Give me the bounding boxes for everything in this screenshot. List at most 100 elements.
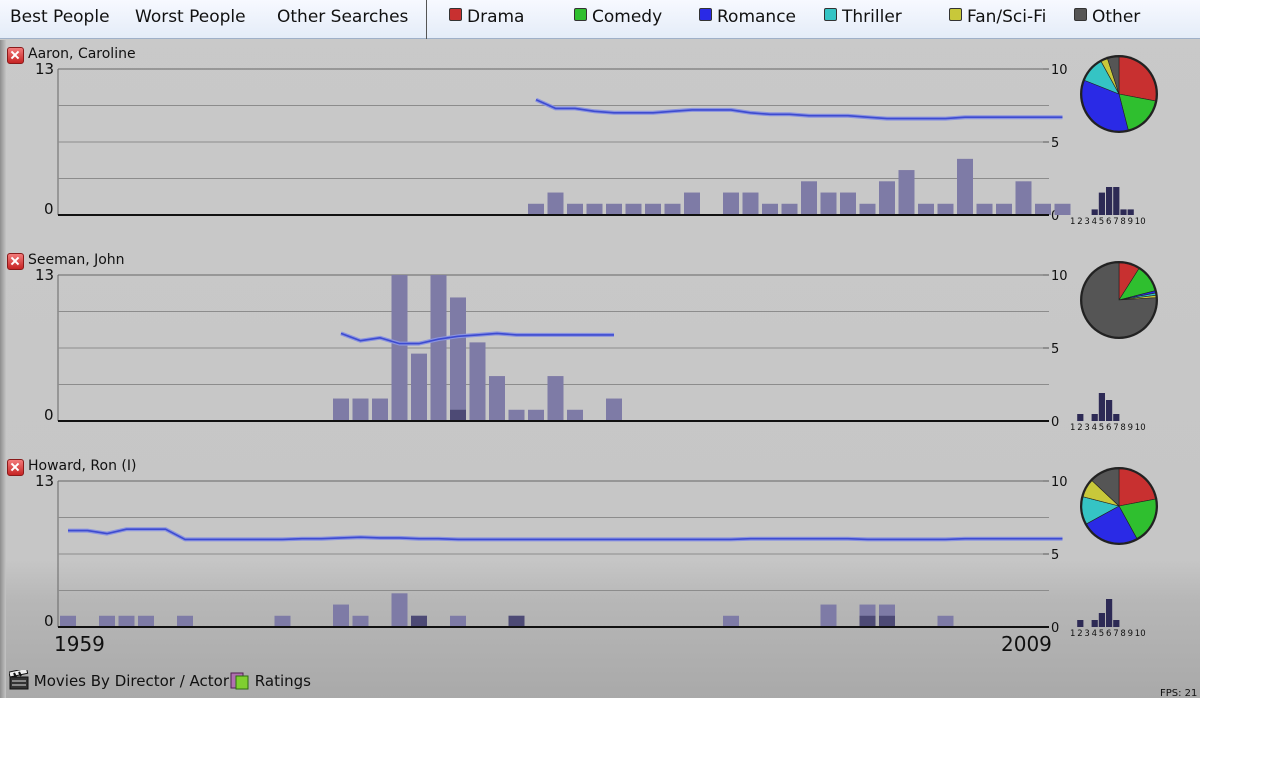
rating-axis-label: 5 bbox=[1051, 136, 1059, 151]
rating-axis-label: 0 bbox=[1051, 621, 1059, 636]
selected-movie-bar bbox=[859, 615, 876, 627]
selected-movie-bar bbox=[508, 615, 525, 627]
genre-label: Other bbox=[1092, 7, 1141, 27]
person-panel-1: Aaron, Caroline 13 0 10 5 0 1 2 3 4 5 6 7 8 9 10 bbox=[0, 42, 1200, 248]
movie-count-bar bbox=[352, 398, 369, 421]
rating-histogram-bar bbox=[1106, 599, 1113, 627]
movie-count-bar bbox=[820, 192, 837, 215]
movie-count-bar bbox=[879, 181, 895, 215]
nav-separator bbox=[426, 0, 427, 39]
genre-legend-drama[interactable]: Drama bbox=[449, 7, 524, 27]
movie-count-bar bbox=[742, 192, 759, 215]
close-icon[interactable] bbox=[7, 47, 24, 64]
movie-count-bar bbox=[118, 615, 135, 627]
movie-count-bar bbox=[333, 398, 349, 421]
romance-swatch bbox=[699, 8, 712, 21]
rating-histogram-label: 10 bbox=[1135, 423, 1146, 433]
movie-count-bar bbox=[547, 192, 564, 215]
movie-count-bar bbox=[333, 604, 349, 627]
movie-count-bar bbox=[801, 181, 817, 215]
rating-axis-label: 5 bbox=[1051, 548, 1059, 563]
movie-count-bar bbox=[586, 203, 603, 215]
movie-count-bar bbox=[684, 192, 700, 215]
movie-count-bar bbox=[664, 203, 681, 215]
average-rating-line bbox=[340, 332, 614, 345]
movie-count-bar bbox=[60, 615, 76, 627]
genre-pie-slice bbox=[1118, 468, 1156, 507]
rating-histogram-label: 3 bbox=[1084, 217, 1089, 227]
ratings-button[interactable]: Ratings bbox=[230, 670, 311, 690]
genre-legend-romance[interactable]: Romance bbox=[699, 7, 796, 27]
rating-histogram-label: 1 bbox=[1070, 629, 1075, 639]
genre-pie-slice bbox=[1107, 56, 1120, 95]
nav-best-people[interactable]: Best People bbox=[10, 7, 110, 27]
movie-count-bar bbox=[450, 297, 466, 421]
person-name: Aaron, Caroline bbox=[28, 46, 136, 62]
movie-count-bar bbox=[937, 203, 954, 215]
movie-count-bar bbox=[138, 615, 154, 627]
genre-label: Fan/Sci-Fi bbox=[967, 7, 1047, 27]
rating-histogram-bar bbox=[1077, 620, 1084, 627]
movie-count-bar bbox=[391, 275, 408, 421]
rating-histogram-label: 9 bbox=[1128, 629, 1133, 639]
rating-histogram-label: 6 bbox=[1106, 423, 1111, 433]
movie-count-bar bbox=[762, 203, 778, 215]
movie-count-bar bbox=[957, 158, 973, 215]
close-icon[interactable] bbox=[7, 253, 24, 270]
close-icon[interactable] bbox=[7, 459, 24, 476]
rating-histogram-label: 7 bbox=[1113, 629, 1118, 639]
rating-histogram-bar bbox=[1127, 209, 1134, 215]
rating-histogram-label: 9 bbox=[1128, 217, 1133, 227]
movie-count-bar bbox=[450, 615, 466, 627]
rating-histogram-label: 8 bbox=[1120, 629, 1125, 639]
rating-histogram-label: 5 bbox=[1099, 629, 1104, 639]
genre-legend-thriller[interactable]: Thriller bbox=[824, 7, 902, 27]
count-axis-max: 13 bbox=[35, 472, 54, 490]
rating-histogram-label: 3 bbox=[1084, 423, 1089, 433]
genre-label: Romance bbox=[717, 7, 797, 27]
nav-worst-people[interactable]: Worst People bbox=[135, 7, 246, 27]
rating-histogram-label: 9 bbox=[1128, 423, 1133, 433]
genre-label: Drama bbox=[467, 7, 525, 27]
rating-histogram-bar bbox=[1091, 209, 1098, 215]
genre-pie-slice bbox=[1118, 56, 1157, 102]
rating-histogram-label: 4 bbox=[1092, 423, 1097, 433]
rating-histogram-label: 3 bbox=[1084, 629, 1089, 639]
rating-histogram-label: 2 bbox=[1077, 629, 1082, 639]
movie-count-bar bbox=[625, 203, 642, 215]
rating-axis-label: 0 bbox=[1051, 209, 1059, 224]
nav-other-searches[interactable]: Other Searches bbox=[277, 7, 409, 27]
rating-histogram-bar bbox=[1113, 187, 1120, 215]
count-axis-min: 0 bbox=[44, 406, 54, 424]
movie-count-bar bbox=[1035, 203, 1051, 215]
left-edge-shading bbox=[0, 40, 6, 698]
count-axis-min: 0 bbox=[44, 612, 54, 630]
movies-by-director-actor-button[interactable]: Movies By Director / Actor bbox=[8, 667, 229, 690]
genre-legend-fan-scifi[interactable]: Fan/Sci-Fi bbox=[949, 7, 1046, 27]
genre-legend-comedy[interactable]: Comedy bbox=[574, 7, 662, 27]
movie-count-bar bbox=[1015, 181, 1032, 215]
rating-histogram-label: 4 bbox=[1092, 629, 1097, 639]
average-rating-line bbox=[68, 528, 1063, 541]
average-rating-line bbox=[535, 98, 1063, 120]
movie-count-bar bbox=[606, 398, 622, 421]
selected-movie-bar bbox=[879, 615, 895, 627]
rating-histogram-bar bbox=[1113, 620, 1120, 627]
movie-count-bar bbox=[177, 615, 193, 627]
person-name: Seeman, John bbox=[28, 252, 125, 268]
movie-count-bar bbox=[723, 192, 739, 215]
timeline-end-year: 2009 bbox=[1001, 632, 1052, 656]
movie-count-bar bbox=[898, 170, 915, 215]
genre-legend-other[interactable]: Other bbox=[1074, 7, 1140, 27]
movie-count-bar bbox=[567, 203, 583, 215]
movie-count-bar bbox=[976, 203, 993, 215]
movie-count-bar bbox=[567, 409, 583, 421]
ratings-icon bbox=[230, 672, 249, 690]
fan-scifi-swatch bbox=[949, 8, 962, 21]
rating-axis-label: 0 bbox=[1051, 415, 1059, 430]
rating-histogram-bar bbox=[1091, 620, 1098, 627]
person-panel-2: Seeman, John 13 0 10 5 0 1 2 3 4 5 6 7 8 9 10 bbox=[0, 248, 1200, 454]
movie-count-bar bbox=[99, 615, 115, 627]
movie-count-bar bbox=[274, 615, 291, 627]
